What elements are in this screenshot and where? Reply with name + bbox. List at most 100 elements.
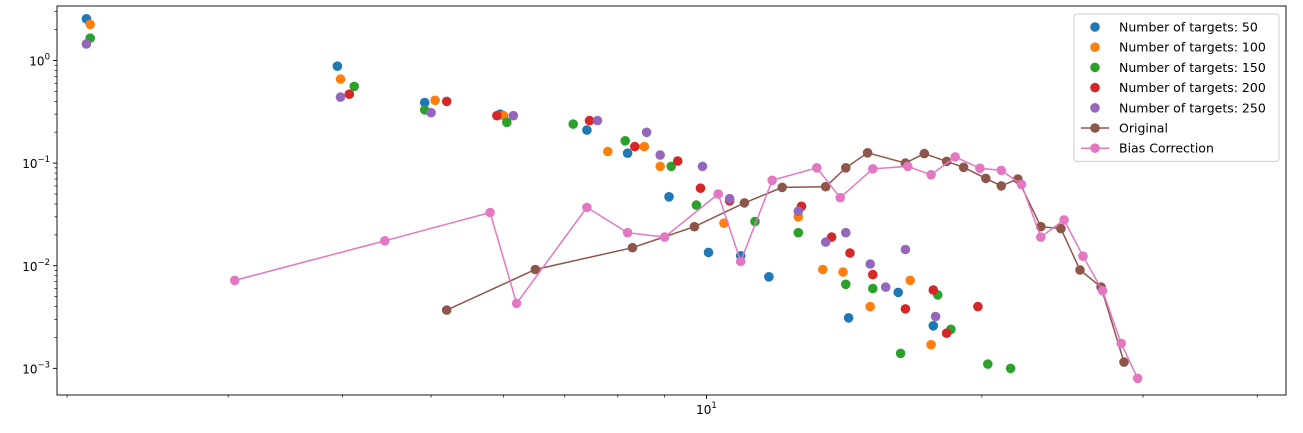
data-point xyxy=(1119,357,1129,367)
data-point xyxy=(950,152,960,162)
data-point xyxy=(793,227,804,238)
data-point xyxy=(85,19,95,30)
data-point xyxy=(981,173,991,184)
data-point xyxy=(568,119,578,129)
data-point xyxy=(655,150,665,160)
data-point xyxy=(928,321,939,331)
legend-marker xyxy=(1090,22,1100,32)
data-point xyxy=(812,163,822,173)
legend-marker xyxy=(1090,62,1100,73)
legend-item: Number of targets: 150 xyxy=(1090,60,1266,75)
legend-label: Number of targets: 250 xyxy=(1119,100,1266,115)
data-point xyxy=(622,148,633,158)
data-point xyxy=(838,267,848,277)
data-point xyxy=(845,248,855,258)
data-point xyxy=(868,164,878,174)
data-point xyxy=(926,339,936,350)
data-point xyxy=(689,221,700,232)
legend-label: Number of targets: 150 xyxy=(1119,60,1266,75)
data-point xyxy=(697,161,708,172)
data-point xyxy=(841,163,851,173)
data-point xyxy=(508,110,519,121)
data-point xyxy=(582,125,592,135)
data-point xyxy=(843,313,854,323)
legend-label: Number of targets: 50 xyxy=(1119,20,1258,35)
data-point xyxy=(777,182,787,193)
data-point xyxy=(1005,363,1016,374)
data-point xyxy=(344,89,355,99)
data-point xyxy=(627,242,638,253)
data-point xyxy=(664,192,674,202)
series-4 xyxy=(81,39,941,322)
data-point xyxy=(975,163,985,174)
data-point xyxy=(229,275,240,286)
data-point xyxy=(895,348,906,359)
data-point xyxy=(1059,215,1069,225)
data-point xyxy=(335,92,346,102)
y-tick-label: 100 xyxy=(29,53,50,69)
data-point xyxy=(666,161,676,172)
y-tick-label: 10−1 xyxy=(22,155,50,171)
data-point xyxy=(793,206,804,216)
data-point xyxy=(691,200,702,210)
legend: Number of targets: 50 Number of targets: … xyxy=(1073,13,1280,162)
data-point xyxy=(1056,223,1066,234)
legend-item: Original xyxy=(1081,121,1168,136)
series-6 xyxy=(229,152,1143,384)
data-point xyxy=(582,202,592,213)
legend-label: Original xyxy=(1119,121,1168,136)
data-point xyxy=(739,198,750,208)
data-point xyxy=(764,272,774,282)
data-point xyxy=(903,161,913,172)
data-point xyxy=(485,207,495,218)
axes-frame xyxy=(56,5,1287,396)
data-point xyxy=(592,115,603,126)
data-point xyxy=(502,117,512,128)
plot-area xyxy=(81,13,1143,384)
data-point xyxy=(530,264,541,275)
legend-item: Number of targets: 250 xyxy=(1090,100,1266,115)
data-point xyxy=(1075,265,1085,275)
data-point xyxy=(655,161,665,172)
data-point xyxy=(1016,179,1027,190)
data-point xyxy=(695,183,706,193)
data-point xyxy=(941,156,952,167)
data-point xyxy=(622,227,633,238)
data-point xyxy=(893,287,903,298)
data-point xyxy=(641,127,652,138)
data-point xyxy=(426,107,436,118)
data-point xyxy=(349,81,360,92)
data-point xyxy=(928,285,939,295)
data-point xyxy=(735,256,746,267)
data-point xyxy=(335,74,346,84)
data-point xyxy=(1116,338,1126,349)
data-point xyxy=(973,301,983,312)
data-point xyxy=(1132,373,1143,384)
data-point xyxy=(703,247,714,258)
data-point xyxy=(419,97,430,108)
data-point xyxy=(380,236,390,246)
data-point xyxy=(81,39,92,49)
x-tick-label: 101 xyxy=(696,401,717,417)
data-point xyxy=(862,148,873,158)
axes: 101 10−3 10−2 10−1 100 xyxy=(22,5,1287,417)
data-point xyxy=(958,162,969,173)
data-point xyxy=(492,110,502,121)
data-point xyxy=(1036,232,1046,242)
data-point xyxy=(996,165,1007,176)
legend-marker xyxy=(1090,123,1100,133)
y-tick-label: 10−2 xyxy=(22,258,50,274)
data-point xyxy=(930,311,941,322)
legend-marker xyxy=(1090,82,1100,93)
data-point xyxy=(724,193,735,204)
legend-item: Number of targets: 50 xyxy=(1090,20,1258,35)
legend-label: Number of targets: 100 xyxy=(1119,40,1266,55)
data-point xyxy=(905,275,915,286)
data-point xyxy=(713,189,723,199)
data-point xyxy=(868,269,878,280)
data-point xyxy=(639,141,650,152)
data-point xyxy=(835,192,845,203)
data-point xyxy=(430,95,440,106)
data-point xyxy=(441,305,452,315)
data-point xyxy=(511,298,522,309)
